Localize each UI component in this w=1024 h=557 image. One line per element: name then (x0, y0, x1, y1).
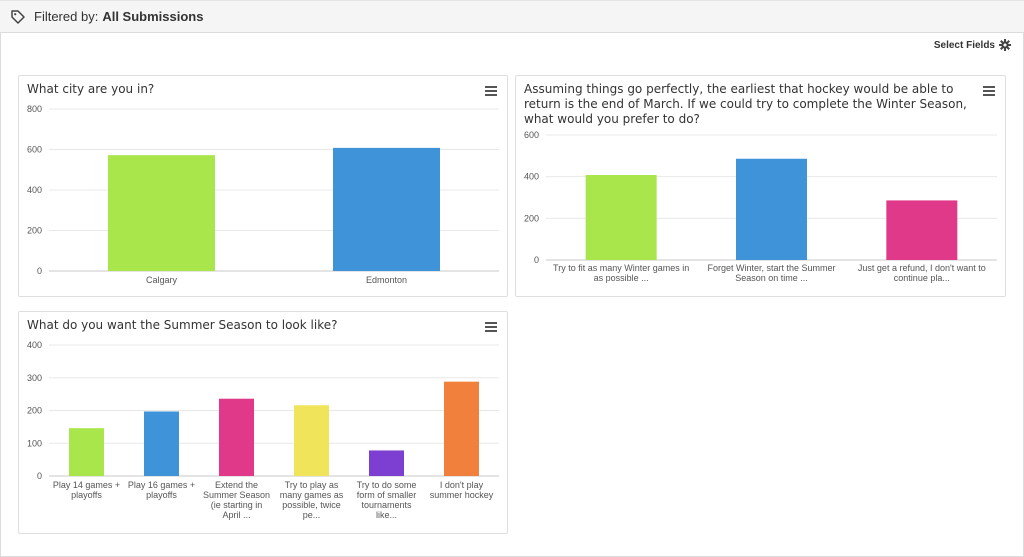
select-fields-button[interactable]: Select Fields (934, 39, 1011, 51)
filter-bar: Filtered by: All Submissions (0, 0, 1024, 33)
x-tick-label: continue pla... (894, 273, 950, 283)
x-tick-label: pe... (303, 510, 321, 520)
bar-chart: 0 200 400 600 800 Calgary Edmonton (27, 104, 499, 285)
bar[interactable] (736, 158, 807, 260)
y-tick-label: 800 (27, 104, 42, 114)
y-tick-label: 400 (27, 340, 42, 350)
x-tick-label: I don't play (440, 480, 484, 490)
bar[interactable] (585, 175, 657, 260)
x-tick-label: Summer Season (203, 490, 270, 500)
chart-panel-city: What city are you in? 0 200 400 600 800 Calga… (18, 75, 508, 297)
bar[interactable] (219, 398, 254, 476)
y-tick-label: 300 (27, 373, 42, 383)
y-tick-label: 100 (27, 438, 42, 448)
x-tick-label: tournaments (361, 500, 412, 510)
filter-label: Filtered by: (34, 9, 99, 24)
gear-icon (999, 39, 1011, 51)
chart-title-line: return is the end of March. If we could … (524, 97, 967, 111)
x-tick-label: Play 14 games + (53, 480, 120, 490)
x-tick-label: April ... (222, 510, 250, 520)
x-tick-label: summer hockey (430, 490, 494, 500)
x-tick-label: Calgary (146, 275, 178, 285)
y-tick-label: 0 (534, 255, 539, 265)
chart-panel-winter: Assuming things go perfectly, the earlie… (515, 75, 1006, 297)
y-tick-label: 200 (27, 406, 42, 416)
bar[interactable] (108, 155, 215, 271)
x-tick-label: form of smaller (357, 490, 417, 500)
tag-icon (11, 9, 25, 24)
x-tick-label: Extend the (215, 480, 258, 490)
bar[interactable] (294, 405, 329, 476)
y-tick-label: 600 (524, 130, 539, 140)
menu-icon[interactable] (983, 86, 995, 96)
y-tick-label: 600 (27, 145, 42, 155)
x-tick-label: Try to do some (357, 480, 417, 490)
bar[interactable] (886, 200, 958, 260)
chart-panel-summer: What do you want the Summer Season to lo… (18, 311, 508, 534)
x-tick-label: as possible ... (594, 273, 649, 283)
x-tick-label: possible, twice (282, 500, 341, 510)
x-tick-label: like... (376, 510, 397, 520)
menu-icon[interactable] (485, 322, 497, 332)
y-tick-label: 400 (27, 185, 42, 195)
menu-icon[interactable] (485, 86, 497, 96)
select-fields-label: Select Fields (933, 39, 995, 51)
bar[interactable] (144, 411, 179, 476)
chart-title: What do you want the Summer Season to lo… (27, 318, 338, 332)
chart-title-line: what would you prefer to do? (524, 112, 700, 126)
x-tick-label: Edmonton (366, 275, 407, 285)
chart-title: What city are you in? (27, 82, 155, 96)
chart-title: Assuming things go perfectly, the earlie… (524, 82, 967, 127)
x-tick-label: many games as (280, 490, 344, 500)
y-tick-label: 200 (27, 226, 42, 236)
x-tick-label: Just get a refund, I don't want to (858, 263, 986, 273)
x-tick-label: Season on time ... (735, 273, 808, 283)
filter-value[interactable]: All Submissions (102, 9, 204, 24)
y-tick-label: 200 (524, 213, 539, 223)
bar[interactable] (333, 147, 440, 271)
bar[interactable] (369, 450, 404, 476)
chart-title-line: Assuming things go perfectly, the earlie… (524, 82, 954, 96)
y-tick-label: 0 (37, 266, 42, 276)
x-tick-label: Try to fit as many Winter games in (553, 263, 689, 273)
x-tick-label: playoffs (71, 490, 102, 500)
y-tick-label: 400 (524, 172, 539, 182)
x-tick-label: Forget Winter, start the Summer (707, 263, 835, 273)
bar[interactable] (69, 428, 104, 476)
x-tick-label: Play 16 games + (128, 480, 195, 490)
x-tick-label: playoffs (146, 490, 177, 500)
x-tick-label: Try to play as (285, 480, 339, 490)
bar-chart: 0 200 400 600 Try to fit as many Winter game… (524, 130, 997, 283)
y-tick-label: 0 (37, 471, 42, 481)
bar[interactable] (444, 381, 479, 476)
x-tick-label: (ie starting in (211, 500, 263, 510)
